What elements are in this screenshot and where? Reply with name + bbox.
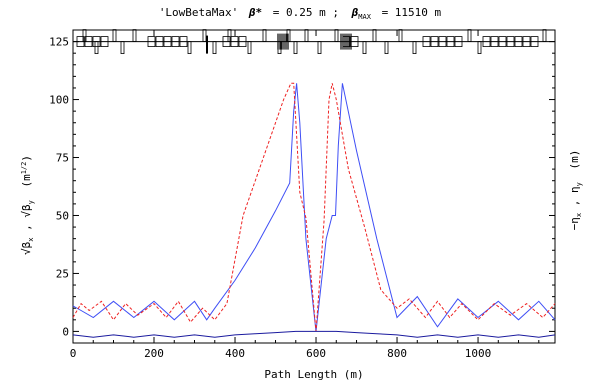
lattice-quadrupole: [362, 41, 367, 54]
lattice-quadrupole: [112, 29, 117, 42]
lattice-quadrupole: [202, 29, 207, 42]
y-axis-right-title: −ηx , ηy (m): [568, 150, 584, 231]
lattice-dipole: [438, 36, 447, 47]
x-axis-ticks: 0 200 400 600 800 1000: [70, 30, 540, 360]
lattice-dipole: [92, 36, 101, 47]
lattice-quadrupole: [247, 41, 252, 54]
lattice-quadrupole: [398, 29, 403, 42]
lattice-dipole: [490, 36, 499, 47]
lattice-quadrupole: [212, 41, 217, 54]
lattice-quadrupole: [542, 29, 547, 42]
lattice-quadrupole: [317, 41, 322, 54]
lattice-dipole: [155, 36, 164, 47]
lattice-quadrupole: [467, 29, 472, 42]
lattice-quadrupole: [132, 29, 137, 42]
x-tick-label: 600: [306, 347, 326, 360]
lattice-quadrupole: [227, 29, 232, 42]
lattice-dipole: [514, 36, 523, 47]
lattice-dipole: [446, 36, 455, 47]
x-tick-label: 400: [225, 347, 245, 360]
y-tick-label: 75: [56, 152, 69, 165]
x-tick-label: 200: [144, 347, 164, 360]
plot-frame: [72, 29, 556, 344]
y-axis-left-title: √βx , √βy (m1/2): [20, 155, 36, 255]
chart-title: 'LowBetaMax' β* = 0.25 m ; βMAX = 11510 …: [159, 6, 442, 22]
series-line-beta-x: [72, 83, 556, 332]
lattice-dipole: [422, 36, 431, 47]
lattice-dipole: [100, 36, 109, 47]
lattice-quadrupole: [293, 41, 298, 54]
lattice-dipole: [430, 36, 439, 47]
lattice-quadrupole: [82, 29, 87, 42]
x-axis-title: Path Length (m): [264, 368, 363, 381]
lattice-dipole: [482, 36, 491, 47]
lattice-quadrupole: [412, 41, 417, 54]
y-tick-label: 50: [56, 209, 69, 222]
lattice-quadrupole: [477, 41, 482, 54]
lattice-quadrupole: [120, 41, 125, 54]
lattice-dipole: [238, 36, 247, 47]
y-axis-ticks: 0 25 50 75 100 125: [49, 36, 555, 338]
lattice-dipole: [171, 36, 180, 47]
lattice-dipole: [147, 36, 156, 47]
lattice-quadrupole: [384, 41, 389, 54]
lattice-quadrupole: [187, 41, 192, 54]
x-tick-label: 1000: [465, 347, 492, 360]
lattice-dipole: [498, 36, 507, 47]
lattice-dipole: [522, 36, 531, 47]
x-tick-label: 800: [387, 347, 407, 360]
series-group: [72, 82, 556, 338]
y-tick-label: 100: [49, 94, 69, 107]
lattice-dipole: [506, 36, 515, 47]
lattice-dipole: [179, 36, 188, 47]
lattice-element-strip: [73, 29, 555, 54]
series-line-beta-y: [72, 82, 556, 332]
y-tick-label: 0: [62, 325, 69, 338]
lattice-quadrupole: [372, 29, 377, 42]
lattice-quadrupole: [262, 29, 267, 42]
y-tick-label: 125: [49, 36, 69, 49]
x-tick-label: 0: [70, 347, 77, 360]
lattice-dipole: [530, 36, 539, 47]
y-tick-label: 25: [56, 267, 69, 280]
lattice-dipole: [454, 36, 463, 47]
lattice-quadrupole: [94, 41, 99, 54]
lattice-dipole: [163, 36, 172, 47]
lattice-quadrupole: [304, 29, 309, 42]
lattice-quadrupole: [334, 29, 339, 42]
series-line-dispersion: [72, 330, 556, 338]
